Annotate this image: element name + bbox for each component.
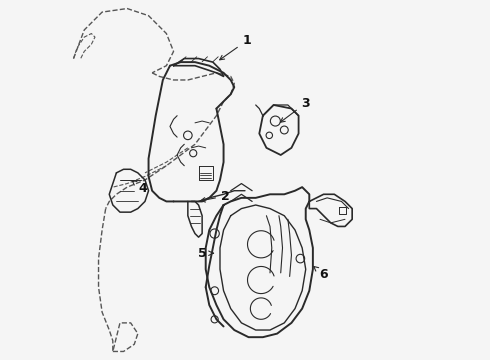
Text: 1: 1 <box>220 34 251 60</box>
Text: 6: 6 <box>314 266 328 281</box>
Text: 2: 2 <box>201 190 230 203</box>
Text: 3: 3 <box>280 97 310 122</box>
Text: 5: 5 <box>198 247 213 260</box>
Text: 4: 4 <box>132 181 147 195</box>
